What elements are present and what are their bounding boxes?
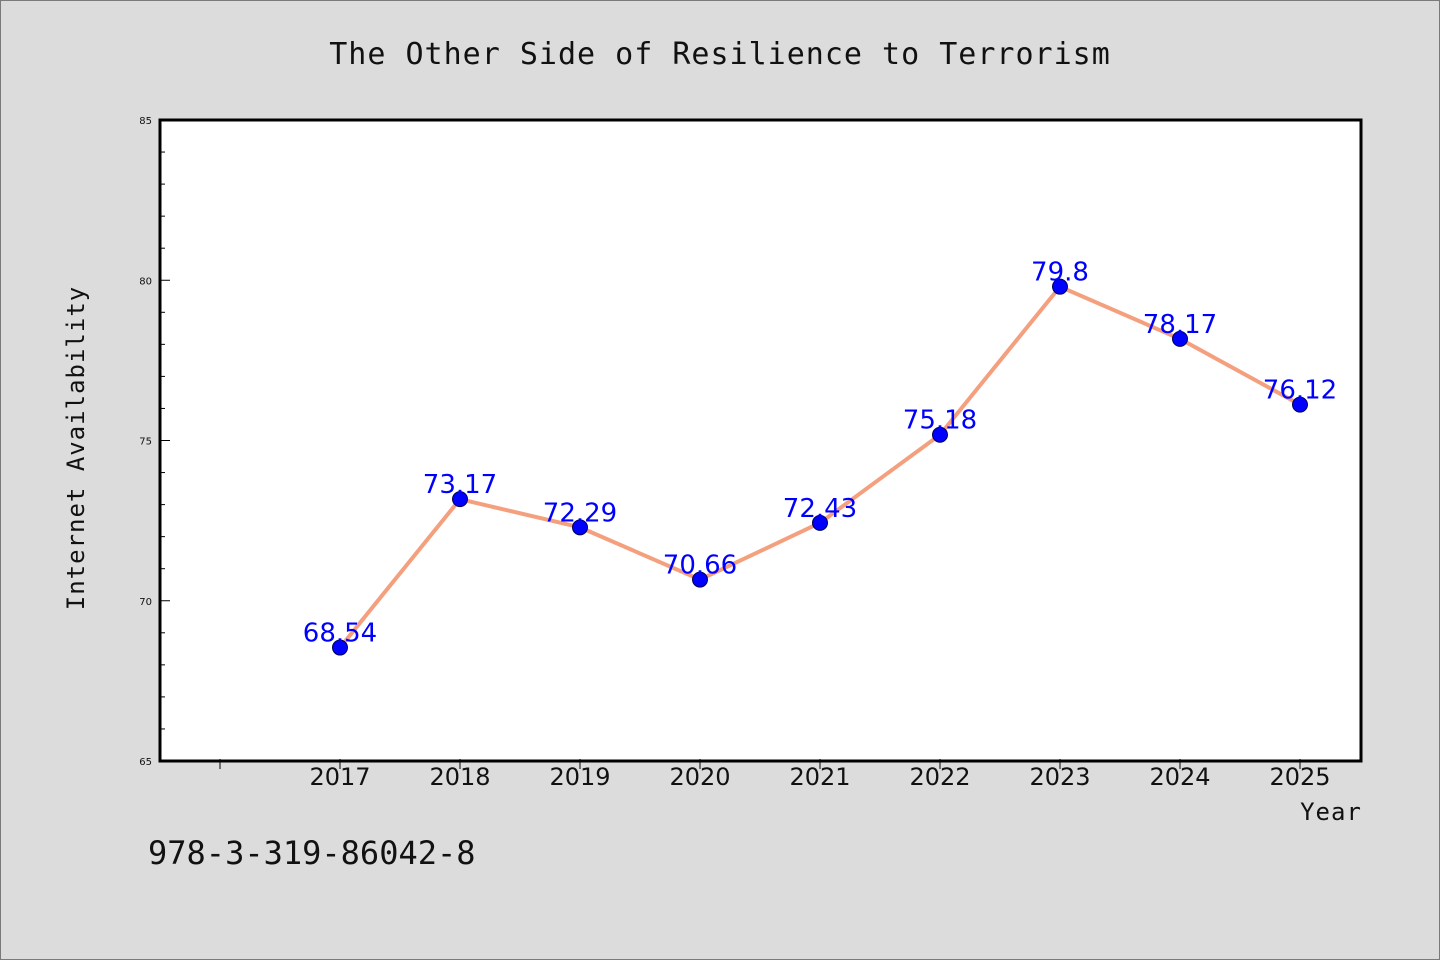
- data-label: 79.8: [1031, 258, 1089, 288]
- y-tick-label: 65: [139, 757, 152, 768]
- y-tick-label: 85: [139, 116, 152, 127]
- x-axis: 2017 2018 2019 2020 2021 2022 2023 2024 2025: [219, 759, 1331, 791]
- x-tick-label: 2022: [909, 763, 970, 791]
- x-tick-label: 2021: [789, 763, 850, 791]
- data-label: 78.17: [1143, 310, 1217, 340]
- data-label: 75.18: [903, 406, 977, 436]
- chart-title: The Other Side of Resilience to Terroris…: [329, 37, 1111, 72]
- y-axis: 65 70 75 80 85: [139, 116, 170, 768]
- x-tick-label: 2017: [309, 763, 370, 791]
- y-tick-label: 70: [139, 597, 152, 608]
- data-point: [692, 571, 708, 588]
- x-tick-label: 2025: [1269, 763, 1330, 791]
- x-tick-label: 2020: [669, 763, 730, 791]
- data-label: 70.66: [663, 551, 737, 581]
- data-point: [332, 639, 348, 656]
- y-axis-label: Internet Availability: [62, 286, 90, 610]
- data-label: 68.54: [303, 619, 377, 649]
- data-point: [812, 514, 828, 531]
- data-label: 72.43: [783, 494, 857, 524]
- data-point: [1052, 278, 1068, 295]
- x-tick-label: 2024: [1149, 763, 1210, 791]
- x-axis-label: Year: [1300, 798, 1362, 826]
- data-label: 76.12: [1263, 376, 1337, 406]
- series-layer: 68.54 73.17 72.29 70.66 72.43 75.18 79.8 78.17 7…: [303, 258, 1337, 656]
- x-tick-label: 2023: [1029, 763, 1090, 791]
- data-label: 72.29: [543, 498, 617, 528]
- data-point: [452, 491, 468, 508]
- x-tick-label: 2018: [429, 763, 490, 791]
- plot-area: [158, 118, 1363, 763]
- x-tick-label: 2019: [549, 763, 610, 791]
- y-tick-label: 80: [139, 276, 152, 287]
- y-tick-label: 75: [139, 437, 152, 448]
- isbn-footer: 978-3-319-86042-8: [148, 834, 476, 872]
- data-point: [572, 519, 588, 536]
- data-label: 73.17: [423, 470, 497, 500]
- data-point: [1172, 330, 1188, 347]
- data-point: [932, 426, 948, 443]
- data-point: [1292, 396, 1308, 413]
